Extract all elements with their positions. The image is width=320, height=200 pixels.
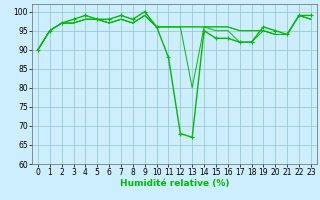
X-axis label: Humidité relative (%): Humidité relative (%) bbox=[120, 179, 229, 188]
